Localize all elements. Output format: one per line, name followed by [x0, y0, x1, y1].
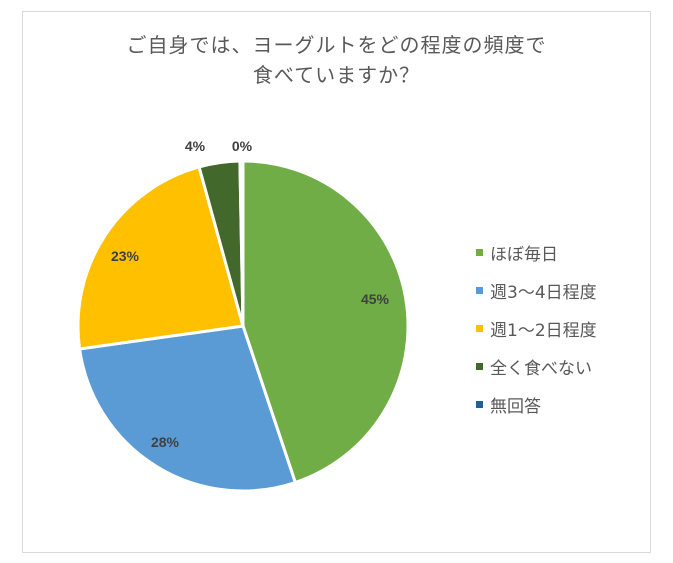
data-label: 4%: [185, 138, 206, 154]
legend-swatch-icon: [476, 400, 483, 408]
legend-label: ほぼ毎日: [490, 244, 558, 265]
chart-title: ご自身では、ヨーグルトをどの程度の頻度で 食べていますか？: [22, 30, 651, 90]
pie-data-labels: 45% 28% 23% 4% 0%: [111, 138, 390, 450]
legend-swatch-icon: [476, 324, 483, 332]
legend-swatch-icon: [476, 248, 483, 256]
chart-title-line-1: ご自身では、ヨーグルトをどの程度の頻度で: [126, 33, 547, 57]
legend-label: 全く食べない: [490, 358, 592, 379]
legend: ほぼ毎日 週3〜4日程度 週1〜2日程度 全く食べない 無回答: [476, 233, 597, 423]
data-label: 0%: [232, 138, 253, 154]
legend-swatch-icon: [476, 362, 483, 370]
data-label: 23%: [111, 248, 140, 264]
data-label: 28%: [151, 434, 180, 450]
pie-slice: [238, 159, 245, 327]
legend-label: 週1〜2日程度: [490, 320, 597, 341]
pie-slice: [76, 165, 245, 351]
legend-item-3-4-days: 週3〜4日程度: [476, 271, 597, 309]
pie-slice: [241, 159, 410, 485]
pie-slices: [76, 159, 410, 493]
data-label: 45%: [361, 291, 390, 307]
legend-label: 週3〜4日程度: [490, 282, 597, 303]
legend-swatch-icon: [476, 286, 483, 294]
legend-item-no-answer: 無回答: [476, 385, 597, 423]
pie-slice: [77, 324, 298, 493]
chart-title-line-2: 食べていますか？: [252, 63, 421, 87]
legend-item-daily: ほぼ毎日: [476, 233, 597, 271]
legend-item-never: 全く食べない: [476, 347, 597, 385]
legend-label: 無回答: [490, 396, 541, 417]
legend-item-1-2-days: 週1〜2日程度: [476, 309, 597, 347]
